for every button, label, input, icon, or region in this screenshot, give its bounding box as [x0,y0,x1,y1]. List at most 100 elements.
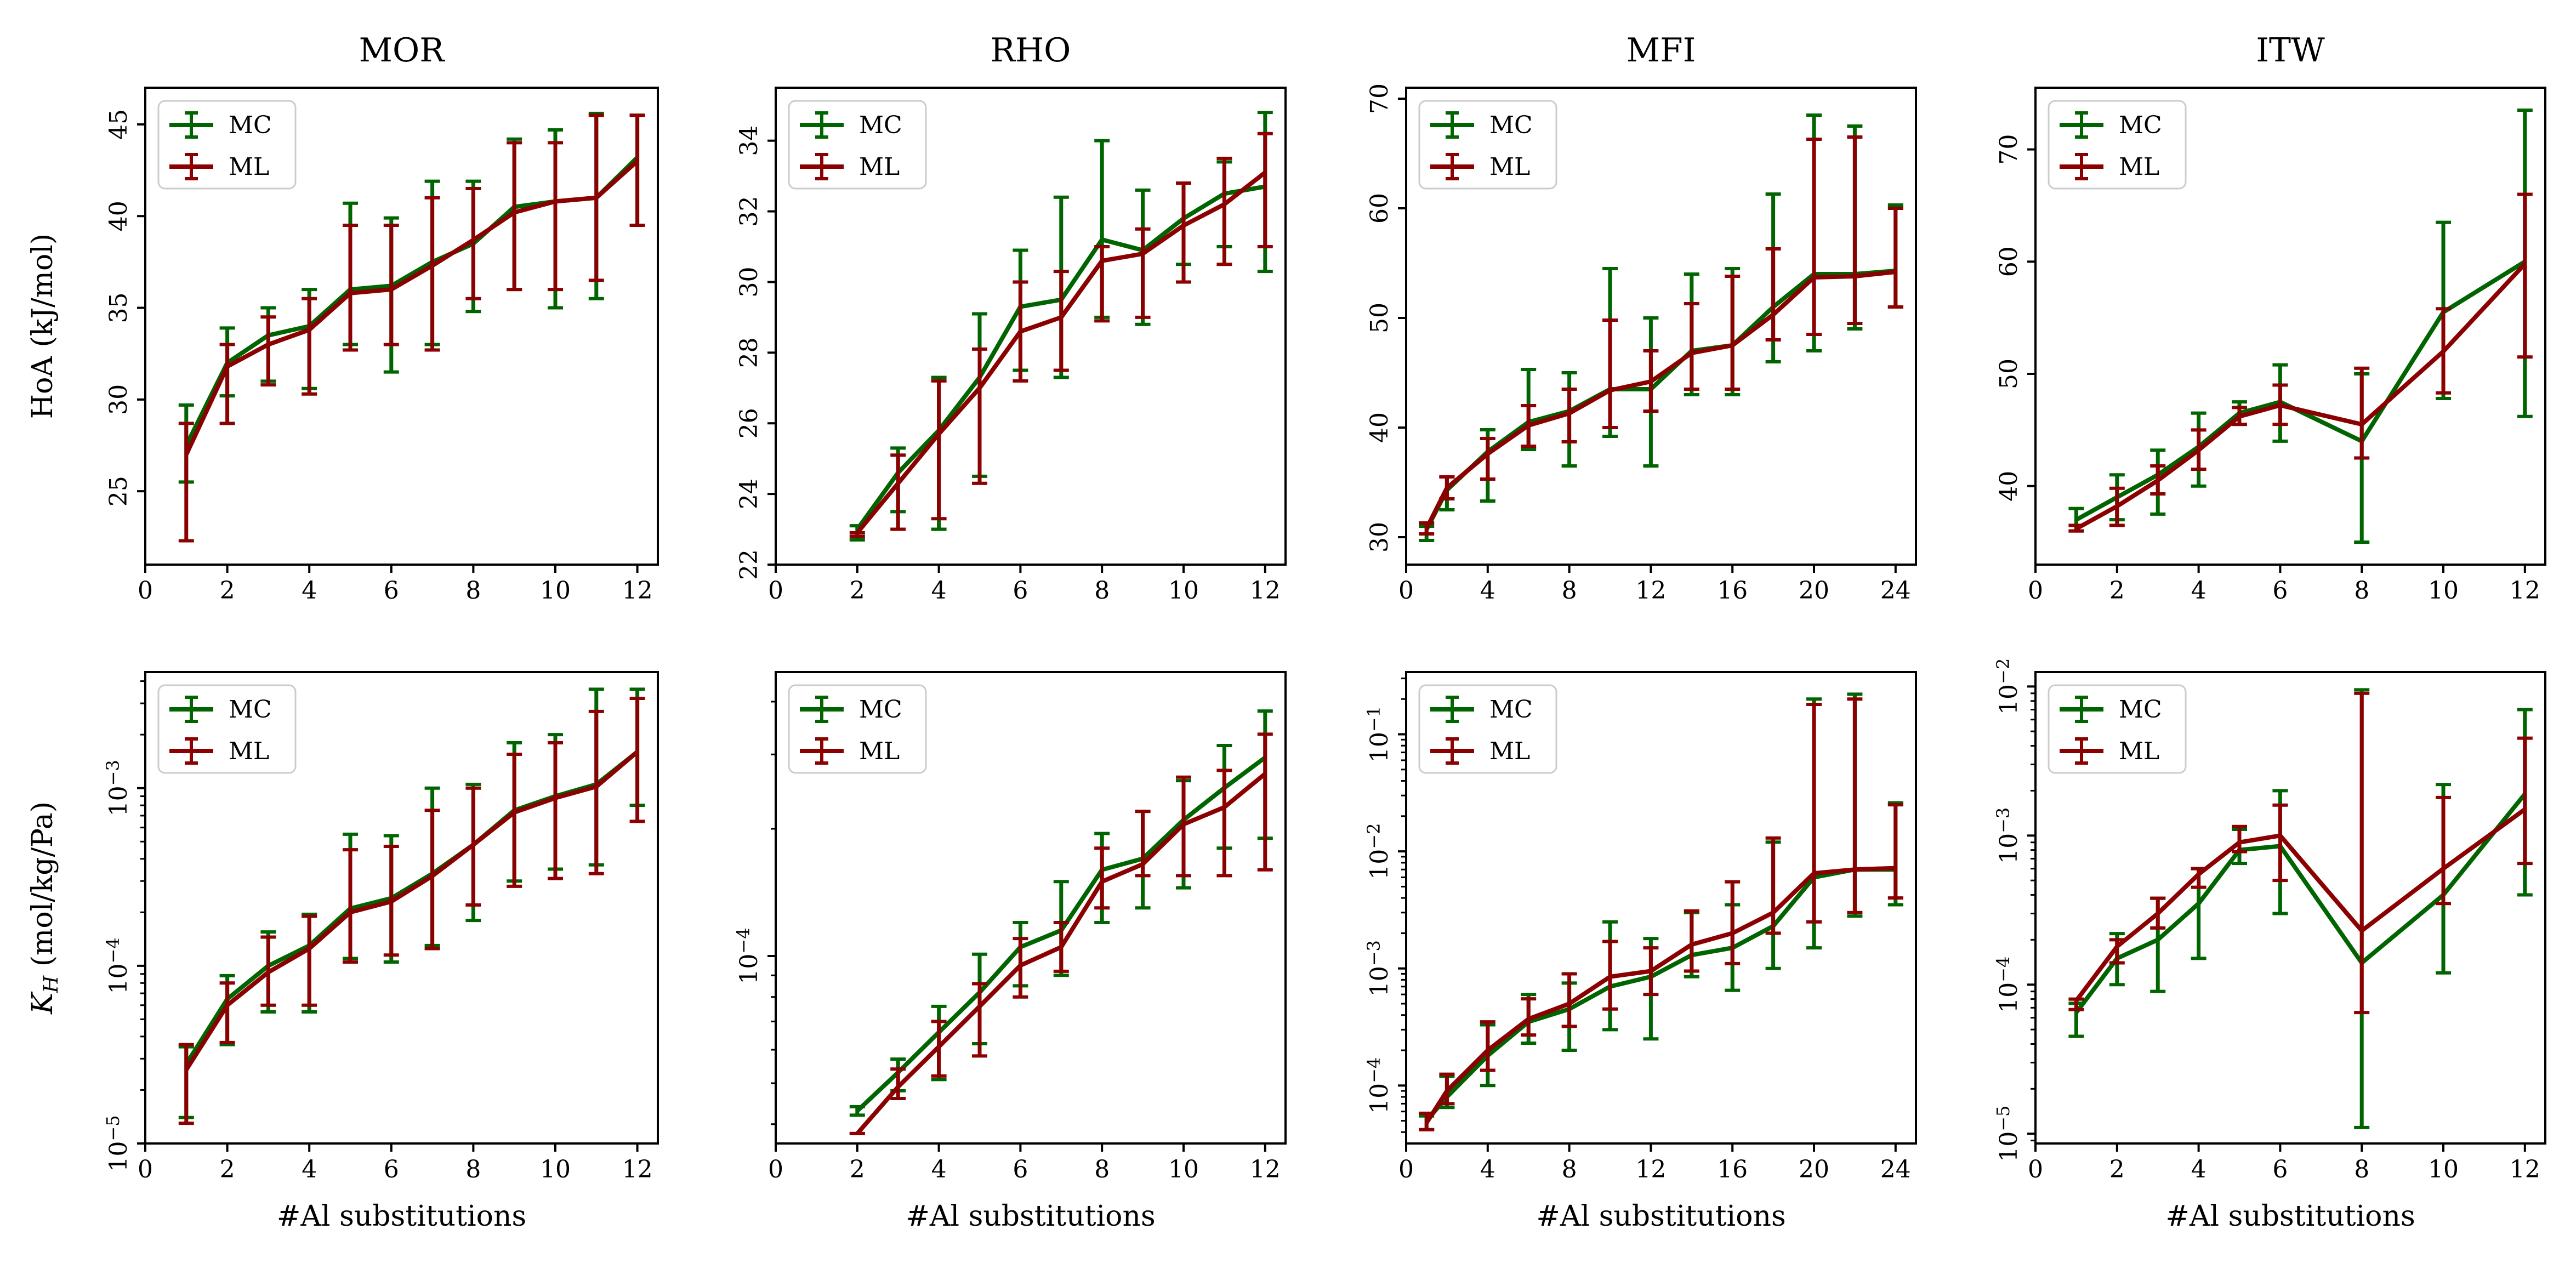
x-tick-label: 0 [768,577,783,605]
plot-frame [2034,671,2546,1145]
series-ML [1419,135,1903,536]
y-tick-label: 30 [1366,522,1394,553]
legend: MC ML [157,684,297,774]
y-tick-label: 24 [735,479,763,509]
x-tick-label: 12 [1250,577,1281,605]
series-ML [2068,192,2533,533]
subplot-title: MFI [1627,31,1696,70]
series-ML [2068,691,2533,1015]
y-tick-label: 22 [735,549,763,580]
series-ML [178,113,645,543]
legend: MC ML [157,100,297,190]
y-axis-label: KH (mol/kg/Pa) [26,801,62,1015]
y-tick-label: 50 [1366,303,1394,333]
plot-frame [2034,87,2546,566]
x-tick-label: 12 [1635,1156,1666,1183]
y-tick-label: 45 [105,109,133,140]
legend-label-MC: MC [229,696,272,724]
x-tick-label: 12 [2510,1156,2540,1183]
x-tick-label: 6 [2272,1156,2288,1183]
legend: MC ML [1418,100,1557,190]
y-tick-label: 28 [735,337,763,368]
x-axis-label: #Al substitutions [277,1200,526,1233]
legend-box [788,684,927,774]
y-tick-label: 30 [735,266,763,297]
y-tick-label: 10−3 [103,760,133,816]
legend-box [2048,100,2187,190]
series-line-ML [184,159,639,456]
x-tick-label: 6 [2272,577,2288,605]
x-tick-label: 2 [220,1156,235,1183]
legend: MC ML [788,100,927,190]
series-ML [849,732,1273,1135]
x-tick-label: 2 [850,577,865,605]
y-tick-label: 10−4 [1993,957,2023,1013]
x-tick-label: 12 [2510,577,2540,605]
subplot-8: 10−5 10−4 10−3 10−2 0 2 4 6 8 10 12 #Al substitutio… [1993,658,2546,1233]
x-tick-label: 16 [1717,577,1748,605]
series-line-ML [2075,262,2527,531]
y-tick-label: 32 [735,196,763,227]
subplot-7: 10−4 10−3 10−2 10−1 0 4 8 12 16 20 24 #Al substitut… [1363,671,1917,1233]
x-tick-label: 0 [138,577,153,605]
x-axis-label: #Al substitutions [906,1200,1155,1233]
x-tick-label: 10 [1168,577,1199,605]
x-tick-label: 24 [1880,577,1911,605]
x-axis-label: #Al substitutions [1536,1200,1785,1233]
x-tick-label: 6 [384,577,399,605]
y-tick-label: 40 [105,201,133,231]
legend-label-MC: MC [859,696,902,724]
x-tick-label: 8 [2354,1156,2369,1183]
x-tick-label: 2 [850,1156,865,1183]
subplot-title: RHO [991,31,1071,70]
x-tick-label: 8 [2354,577,2369,605]
x-tick-label: 20 [1799,1156,1829,1183]
legend-label-MC: MC [859,111,902,139]
x-tick-label: 6 [384,1156,399,1183]
x-tick-label: 0 [2028,577,2043,605]
legend-label-MC: MC [1489,696,1533,724]
legend-label-ML: ML [2119,737,2159,765]
x-tick-label: 4 [1480,577,1495,605]
x-tick-label: 8 [1562,577,1577,605]
series-line-MC [1424,269,1896,531]
subplot-3: MFI 30 40 50 60 70 0 4 8 12 16 20 24 MC ML [1366,31,1917,605]
series-ML [849,132,1273,538]
plot-frame [1405,671,1917,1145]
plot-frame [144,671,659,1145]
plot-frame [144,87,659,566]
x-tick-label: 6 [1013,577,1028,605]
subplot-5: 10−5 10−4 10−3 0 2 4 6 8 10 12 KH (mol/kg/Pa) #Al s… [26,671,659,1233]
legend-label-ML: ML [229,737,269,765]
legend: MC ML [2048,684,2187,774]
y-tick-label: 10−4 [103,937,133,994]
x-tick-label: 4 [1480,1156,1495,1183]
x-tick-label: 20 [1799,577,1829,605]
legend-box [2048,684,2187,774]
y-tick-label: 10−4 [733,927,763,984]
series-ML [1419,697,1903,1131]
x-tick-label: 12 [1635,577,1666,605]
y-tick-label: 10−4 [1363,1057,1394,1114]
x-tick-label: 4 [931,577,947,605]
x-tick-label: 12 [622,1156,653,1183]
series-line-MC [1425,867,1896,1123]
x-tick-label: 0 [768,1156,783,1183]
y-tick-label: 70 [1366,83,1394,114]
y-tick-label: 10−3 [1363,940,1394,997]
series-line-ML [2074,807,2527,1002]
subplot-4: ITW 40 50 60 70 0 2 4 6 8 10 12 MC ML [1995,31,2546,605]
legend-label-ML: ML [1489,153,1530,181]
legend-box [157,100,297,190]
x-tick-label: 8 [465,577,481,605]
series-line-MC [2074,792,2527,1014]
x-tick-label: 4 [302,1156,317,1183]
legend-box [1418,100,1557,190]
x-tick-label: 4 [2191,577,2207,605]
y-tick-label: 50 [1995,359,2023,389]
legend-label-ML: ML [859,737,900,765]
plot-frame [775,87,1287,566]
legend-label-MC: MC [2119,696,2162,724]
plot-frame [1405,87,1917,566]
legend: MC ML [788,684,927,774]
